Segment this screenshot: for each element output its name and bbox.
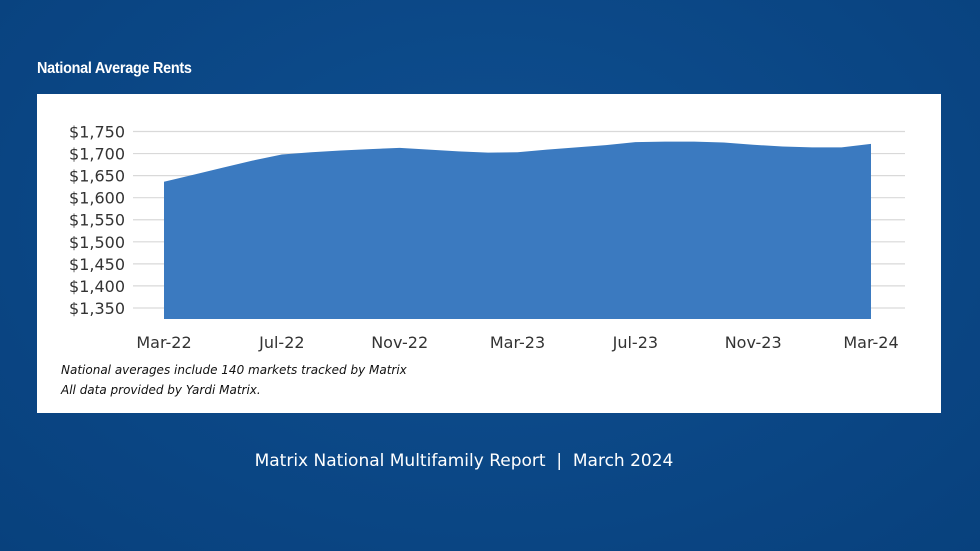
y-tick-label: $1,400 xyxy=(69,277,125,296)
y-tick-label: $1,450 xyxy=(69,255,125,274)
y-axis-ticks: $1,350 $1,400 $1,450 $1,500 $1,550 $1,600 $1,6… xyxy=(69,123,125,318)
y-tick-label: $1,600 xyxy=(69,189,125,208)
x-axis-ticks: Mar-22 Jul-22 Nov-22 Mar-23 Jul-23 Nov-23 Mar-… xyxy=(136,333,898,352)
rent-area xyxy=(164,141,871,319)
y-tick-label: $1,700 xyxy=(69,145,125,164)
y-tick-label: $1,550 xyxy=(69,211,125,230)
y-tick-label: $1,500 xyxy=(69,233,125,252)
footnote-markets: National averages include 140 markets tr… xyxy=(61,363,407,377)
chart-heading: National Average Rents xyxy=(37,60,192,77)
y-tick-label: $1,350 xyxy=(69,299,125,318)
x-tick-label: Jul-23 xyxy=(612,333,658,352)
footnote-source: All data provided by Yardi Matrix. xyxy=(61,383,261,397)
x-tick-label: Nov-23 xyxy=(725,333,782,352)
y-tick-label: $1,750 xyxy=(69,123,125,142)
chart-panel: $1,350 $1,400 $1,450 $1,500 $1,550 $1,600 $1,6… xyxy=(37,94,941,413)
x-tick-label: Mar-23 xyxy=(490,333,545,352)
x-tick-label: Mar-24 xyxy=(843,333,898,352)
report-footer: Matrix National Multifamily Report | Mar… xyxy=(254,451,674,471)
x-tick-label: Mar-22 xyxy=(136,333,191,352)
y-tick-label: $1,650 xyxy=(69,167,125,186)
x-tick-label: Nov-22 xyxy=(371,333,428,352)
rent-area-chart: $1,350 $1,400 $1,450 $1,500 $1,550 $1,600 $1,6… xyxy=(69,123,905,352)
x-tick-label: Jul-22 xyxy=(258,333,304,352)
